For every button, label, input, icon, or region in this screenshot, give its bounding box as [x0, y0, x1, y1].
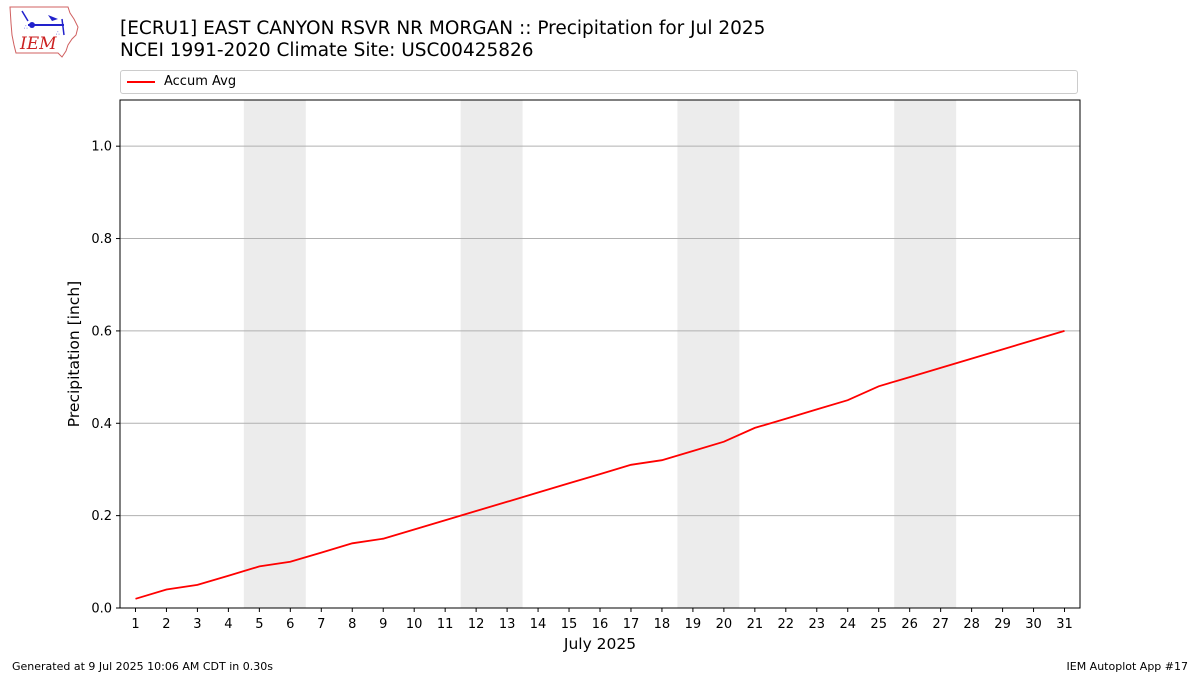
- x-tick-label: 26: [901, 617, 918, 632]
- footer-generated: Generated at 9 Jul 2025 10:06 AM CDT in …: [12, 660, 273, 673]
- x-tick-label: 5: [255, 617, 263, 632]
- logo-text: IEM: [19, 34, 57, 54]
- weekend-band: [243, 100, 306, 608]
- x-tick-label: 1: [131, 617, 139, 632]
- x-tick-label: 27: [932, 617, 949, 632]
- footer-app: IEM Autoplot App #17: [1066, 660, 1189, 673]
- x-tick-label: 14: [530, 617, 547, 632]
- x-tick-label: 10: [406, 617, 423, 632]
- x-tick-label: 22: [778, 617, 795, 632]
- x-axis-label: July 2025: [563, 635, 636, 653]
- x-tick-label: 31: [1056, 617, 1073, 632]
- x-tick-label: 18: [654, 617, 671, 632]
- chart-title-line1: [ECRU1] EAST CANYON RSVR NR MORGAN :: Pr…: [120, 18, 766, 39]
- x-tick-label: 16: [592, 617, 609, 632]
- x-tick-label: 6: [286, 617, 294, 632]
- weekend-band: [894, 100, 957, 608]
- x-tick-label: 12: [468, 617, 485, 632]
- x-tick-label: 15: [561, 617, 578, 632]
- x-tick-label: 8: [348, 617, 356, 632]
- chart-legend: Accum Avg: [120, 70, 1078, 94]
- chart-title: [ECRU1] EAST CANYON RSVR NR MORGAN :: Pr…: [120, 18, 765, 62]
- x-tick-label: 13: [499, 617, 516, 632]
- y-axis-label: Precipitation [inch]: [65, 281, 83, 427]
- svg-text:∴: ∴: [56, 30, 60, 37]
- x-tick-label: 20: [716, 617, 733, 632]
- x-tick-label: 19: [685, 617, 702, 632]
- weekend-band: [460, 100, 523, 608]
- x-tick-label: 29: [994, 617, 1011, 632]
- x-tick-label: 23: [809, 617, 826, 632]
- y-tick-label: 0.2: [91, 509, 112, 524]
- y-tick-label: 0.4: [91, 417, 112, 432]
- legend-label: Accum Avg: [164, 74, 237, 89]
- x-tick-label: 2: [162, 617, 170, 632]
- x-tick-label: 3: [193, 617, 201, 632]
- x-tick-label: 7: [317, 617, 325, 632]
- legend-swatch: [127, 81, 155, 83]
- x-tick-label: 4: [224, 617, 232, 632]
- y-tick-label: 0.0: [91, 602, 112, 617]
- weekend-band: [677, 100, 740, 608]
- y-tick-label: 0.6: [91, 324, 112, 339]
- x-tick-label: 25: [870, 617, 887, 632]
- x-tick-label: 9: [379, 617, 387, 632]
- y-tick-label: 0.8: [91, 232, 112, 247]
- x-tick-label: 30: [1025, 617, 1042, 632]
- iem-logo-icon: ∴ ∴ IEM: [9, 6, 79, 58]
- x-tick-label: 11: [437, 617, 454, 632]
- x-tick-label: 24: [839, 617, 856, 632]
- series-line: [135, 330, 1065, 600]
- plot-frame: [119, 99, 1081, 609]
- x-tick-label: 21: [747, 617, 764, 632]
- x-tick-label: 28: [963, 617, 980, 632]
- y-tick-label: 1.0: [91, 140, 112, 155]
- x-tick-label: 17: [623, 617, 640, 632]
- svg-text:∴: ∴: [24, 24, 28, 31]
- chart-title-line2: NCEI 1991-2020 Climate Site: USC00425826: [120, 40, 534, 61]
